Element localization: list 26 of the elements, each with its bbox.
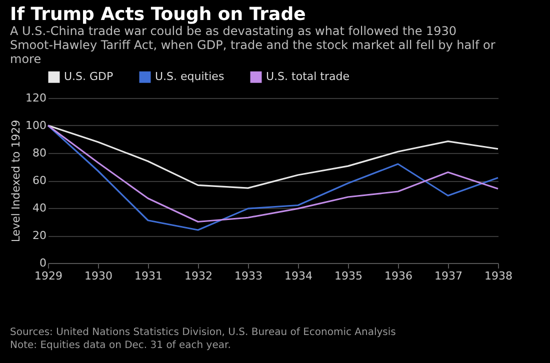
y-axis-title: Level Indexed to 1929 xyxy=(10,120,23,242)
y-tick-label: 60 xyxy=(32,174,46,187)
text: Note: Equities data on Dec. 31 of each year. xyxy=(10,339,232,352)
source-note: Sources: United Nations Statistics Division, U.S. Bureau of Economic Analysis xyxy=(10,326,396,339)
x-tick-label: 1937 xyxy=(434,270,462,282)
y-tick-label: 100 xyxy=(26,119,46,132)
y-tick-label: 80 xyxy=(32,146,46,160)
y-tick-label: 20 xyxy=(32,229,46,242)
y-tick-label: 0 xyxy=(40,256,46,270)
chart-title: If Trump Acts Tough on Trade xyxy=(10,4,306,25)
y-tick-label: 120 xyxy=(26,92,46,104)
x-tick-label: 1934 xyxy=(284,270,312,282)
legend-label: U.S. total trade xyxy=(266,70,350,84)
x-tick-label: 1938 xyxy=(484,270,512,282)
x-tick-label: 1931 xyxy=(134,270,162,282)
legend-label: U.S. equities xyxy=(155,70,224,84)
x-tick-label: 1929 xyxy=(34,270,62,282)
y-tick-label: 40 xyxy=(32,202,46,214)
x-tick-label: 1930 xyxy=(84,270,112,282)
legend-label: U.S. GDP xyxy=(64,70,114,84)
x-tick-label: 1933 xyxy=(234,270,262,282)
x-tick-label: 1932 xyxy=(184,270,212,282)
x-tick-label: 1936 xyxy=(384,270,412,282)
line-series xyxy=(47,124,499,189)
x-tick-label: 1935 xyxy=(334,270,362,282)
chart-subtitle: A U.S.-China trade war could be as devastating as what followed the 1930 Smoot-Hawley Tariff Act, when GDP, trade and the stock market all fell by half or more xyxy=(10,24,496,66)
